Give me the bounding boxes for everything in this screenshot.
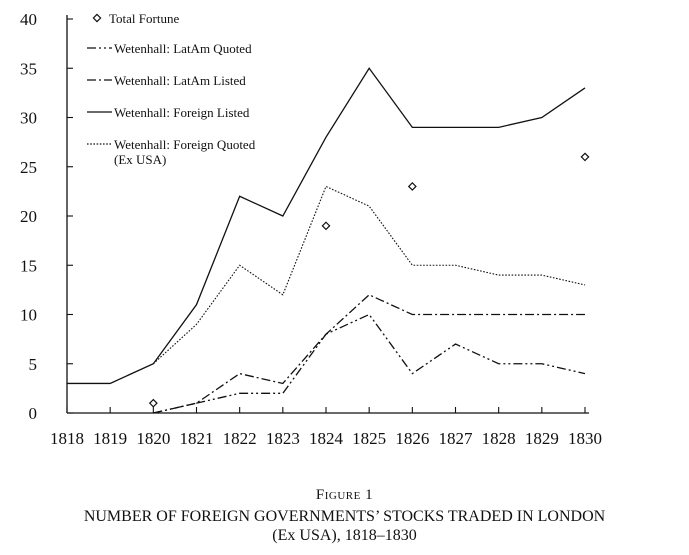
x-tick-label: 1827: [439, 429, 474, 448]
legend-label-wetenhall-foreign-listed: Wetenhall: Foreign Listed: [114, 105, 250, 120]
legend-label-total-fortune: Total Fortune: [109, 11, 179, 26]
x-tick-label: 1829: [525, 429, 559, 448]
y-tick-label: 35: [20, 59, 37, 78]
legend-marker-total-fortune: [92, 13, 102, 23]
x-tick-label: 1818: [50, 429, 84, 448]
chart: 0 5 10 15 20 25 30 35 40 1818 1819 1820 1821 1822 1823…: [20, 10, 602, 448]
series-total-fortune-marker: [321, 221, 331, 231]
figure-title: NUMBER OF FOREIGN GOVERNMENTS’ STOCKS TR…: [83, 508, 606, 525]
x-tick-label: 1830: [568, 429, 602, 448]
series-layer: [67, 67, 590, 414]
y-tick-label: 0: [29, 404, 38, 423]
figure-subtitle: (Ex USA), 1818–1830: [272, 527, 417, 544]
y-tick-label: 40: [20, 10, 37, 29]
legend-label-wetenhall-latam-listed: Wetenhall: LatAm Listed: [114, 73, 246, 88]
x-tick-label: 1821: [180, 429, 214, 448]
y-tick-label: 15: [20, 256, 37, 275]
y-tick-label: 5: [29, 355, 38, 374]
legend: Total Fortune Wetenhall: LatAm Quoted Wete…: [87, 11, 256, 167]
x-tick-label: 1820: [136, 429, 170, 448]
series-total-fortune-marker: [148, 398, 158, 408]
legend-label-wetenhall-latam-quoted: Wetenhall: LatAm Quoted: [114, 41, 252, 56]
series-wetenhall-latam-listed-line: [153, 294, 585, 414]
series-total-fortune-marker: [580, 152, 590, 162]
legend-label-wetenhall-foreign-quoted-ex-usa: Wetenhall: Foreign Quoted (Ex USA): [114, 137, 256, 167]
series-wetenhall-latam-quoted-line: [153, 313, 586, 414]
x-tick-label: 1819: [93, 429, 127, 448]
y-tick-label: 30: [20, 109, 37, 128]
y-tick-label: 25: [20, 158, 37, 177]
x-tick-label: 1825: [352, 429, 386, 448]
x-tick-label: 1824: [309, 429, 344, 448]
series-total-fortune-marker: [407, 182, 417, 191]
x-tick-label: 1828: [482, 429, 516, 448]
figure-label: Figure 1: [315, 487, 374, 503]
x-tick-label: 1826: [395, 429, 429, 448]
y-tick-label: 20: [20, 207, 37, 226]
series-wetenhall-foreign-quoted-ex-usa-line: [152, 185, 586, 365]
axes: 0 5 10 15 20 25 30 35 40 1818 1819 1820 1821 1822 1823…: [20, 10, 602, 448]
x-tick-label: 1822: [223, 429, 257, 448]
y-tick-label: 10: [20, 306, 37, 325]
x-tick-label: 1823: [266, 429, 300, 448]
